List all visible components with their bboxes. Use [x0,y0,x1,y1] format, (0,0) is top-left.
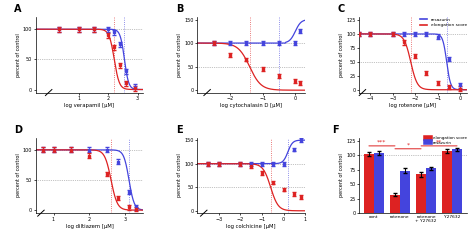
Bar [442,151,452,213]
Text: A: A [14,4,21,14]
Text: C: C [337,4,345,14]
Y-axis label: percent of control: percent of control [339,33,344,77]
X-axis label: log diltiazem [µM]: log diltiazem [µM] [65,224,113,229]
Legend: resazurin, elongation score: resazurin, elongation score [420,18,467,27]
Bar [416,174,426,213]
X-axis label: log cytochalasin D [µM]: log cytochalasin D [µM] [220,103,283,108]
Text: F: F [332,125,339,135]
Y-axis label: percent of control: percent of control [16,33,21,77]
X-axis label: log colchicine [µM]: log colchicine [µM] [227,224,276,229]
Text: **: ** [436,140,442,145]
Y-axis label: percent of control: percent of control [177,154,182,197]
Bar [452,149,462,213]
Text: E: E [176,125,182,135]
X-axis label: log verapamil [µM]: log verapamil [µM] [64,103,115,108]
Bar [390,195,400,213]
Bar [364,154,374,213]
Bar [426,169,436,213]
Text: *: * [407,143,410,148]
Bar [374,153,384,213]
Y-axis label: percent of control: percent of control [339,154,344,197]
Y-axis label: percent of control: percent of control [16,154,21,197]
Text: ***: *** [377,140,387,145]
Text: D: D [14,125,22,135]
Y-axis label: percent of control: percent of control [177,33,182,77]
Bar [400,171,410,213]
Legend: elongation score, resazurin: elongation score, resazurin [426,136,467,145]
X-axis label: log rotenone [µM]: log rotenone [µM] [390,103,437,108]
Text: B: B [176,4,183,14]
